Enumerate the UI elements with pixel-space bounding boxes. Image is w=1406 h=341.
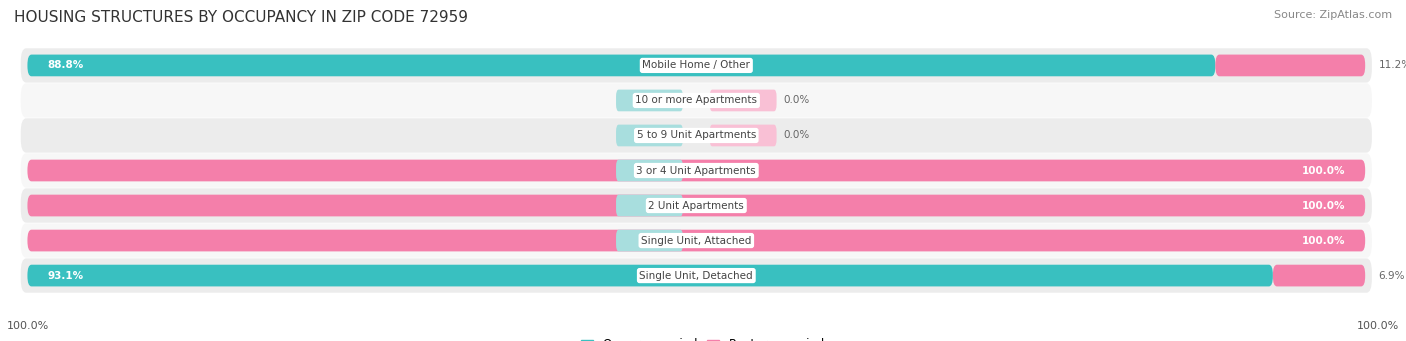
Text: 100.0%: 100.0% <box>1357 321 1399 331</box>
FancyBboxPatch shape <box>28 195 1365 217</box>
Text: 0.0%: 0.0% <box>650 236 676 246</box>
FancyBboxPatch shape <box>28 265 1272 286</box>
FancyBboxPatch shape <box>616 90 683 111</box>
FancyBboxPatch shape <box>616 195 683 217</box>
Text: Single Unit, Detached: Single Unit, Detached <box>640 270 754 281</box>
Text: 3 or 4 Unit Apartments: 3 or 4 Unit Apartments <box>637 165 756 176</box>
Text: 6.9%: 6.9% <box>1378 270 1405 281</box>
FancyBboxPatch shape <box>21 258 1372 293</box>
FancyBboxPatch shape <box>710 90 776 111</box>
FancyBboxPatch shape <box>710 124 776 146</box>
Text: 0.0%: 0.0% <box>783 131 810 140</box>
Text: 0.0%: 0.0% <box>650 165 676 176</box>
Text: 100.0%: 100.0% <box>7 321 49 331</box>
Text: 2 Unit Apartments: 2 Unit Apartments <box>648 201 744 210</box>
Text: 11.2%: 11.2% <box>1378 60 1406 71</box>
FancyBboxPatch shape <box>28 160 1365 181</box>
Text: 10 or more Apartments: 10 or more Apartments <box>636 95 758 105</box>
FancyBboxPatch shape <box>616 160 683 181</box>
FancyBboxPatch shape <box>21 118 1372 153</box>
Text: 100.0%: 100.0% <box>1302 236 1346 246</box>
FancyBboxPatch shape <box>616 124 683 146</box>
FancyBboxPatch shape <box>21 188 1372 223</box>
Text: 100.0%: 100.0% <box>1302 201 1346 210</box>
Text: 5 to 9 Unit Apartments: 5 to 9 Unit Apartments <box>637 131 756 140</box>
Text: 0.0%: 0.0% <box>650 95 676 105</box>
Text: 93.1%: 93.1% <box>48 270 83 281</box>
FancyBboxPatch shape <box>28 55 1215 76</box>
FancyBboxPatch shape <box>21 83 1372 118</box>
Text: 0.0%: 0.0% <box>783 95 810 105</box>
Text: HOUSING STRUCTURES BY OCCUPANCY IN ZIP CODE 72959: HOUSING STRUCTURES BY OCCUPANCY IN ZIP C… <box>14 10 468 25</box>
Text: 100.0%: 100.0% <box>1302 165 1346 176</box>
FancyBboxPatch shape <box>1272 265 1365 286</box>
FancyBboxPatch shape <box>1215 55 1365 76</box>
FancyBboxPatch shape <box>616 230 683 251</box>
Legend: Owner-occupied, Renter-occupied: Owner-occupied, Renter-occupied <box>581 338 825 341</box>
Text: Mobile Home / Other: Mobile Home / Other <box>643 60 751 71</box>
FancyBboxPatch shape <box>21 48 1372 83</box>
FancyBboxPatch shape <box>28 230 1365 251</box>
FancyBboxPatch shape <box>21 223 1372 258</box>
Text: 88.8%: 88.8% <box>48 60 84 71</box>
FancyBboxPatch shape <box>21 153 1372 188</box>
Text: Source: ZipAtlas.com: Source: ZipAtlas.com <box>1274 10 1392 20</box>
Text: 0.0%: 0.0% <box>650 131 676 140</box>
Text: Single Unit, Attached: Single Unit, Attached <box>641 236 751 246</box>
Text: 0.0%: 0.0% <box>650 201 676 210</box>
